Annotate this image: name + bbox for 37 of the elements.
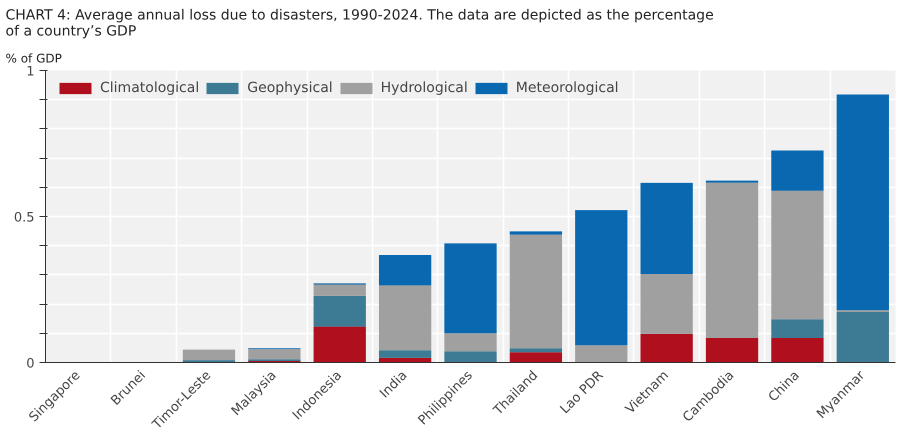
bar bbox=[444, 243, 497, 334]
legend-label: Hydrological bbox=[380, 80, 468, 96]
bar bbox=[771, 338, 824, 362]
bar bbox=[510, 348, 562, 352]
bar bbox=[444, 333, 497, 352]
bar bbox=[314, 326, 366, 362]
bar bbox=[378, 255, 432, 286]
bar bbox=[575, 345, 628, 362]
chart-title: CHART 4: Average annual loss due to disasters, 1990-2024. The data are depicted as the percentage of a country’s GDP bbox=[6, 8, 714, 40]
bar bbox=[836, 94, 889, 310]
legend-label: Geophysical bbox=[247, 80, 333, 96]
y-axis-title: % of GDP bbox=[6, 52, 62, 66]
bar bbox=[248, 349, 300, 360]
legend-label: Climatological bbox=[100, 80, 200, 96]
bar bbox=[510, 231, 562, 235]
bar bbox=[640, 182, 693, 274]
bar bbox=[378, 350, 432, 358]
legend-label: Meteorological bbox=[516, 80, 619, 96]
bar bbox=[575, 210, 628, 346]
bar bbox=[706, 182, 758, 338]
y-tick-label: 0.5 bbox=[14, 210, 35, 226]
bar bbox=[444, 351, 497, 362]
bar bbox=[510, 352, 562, 362]
bar bbox=[640, 334, 693, 362]
bar bbox=[510, 234, 562, 348]
bar bbox=[314, 284, 366, 296]
bar bbox=[314, 296, 366, 327]
bar bbox=[182, 350, 236, 360]
bar bbox=[771, 319, 824, 338]
bar bbox=[836, 312, 889, 362]
y-tick-label: 1 bbox=[26, 64, 35, 80]
bar bbox=[640, 274, 693, 334]
bar bbox=[378, 285, 432, 350]
y-tick-label: 0 bbox=[26, 356, 35, 372]
bar bbox=[706, 338, 758, 362]
bar bbox=[771, 150, 824, 191]
bar bbox=[771, 190, 824, 320]
